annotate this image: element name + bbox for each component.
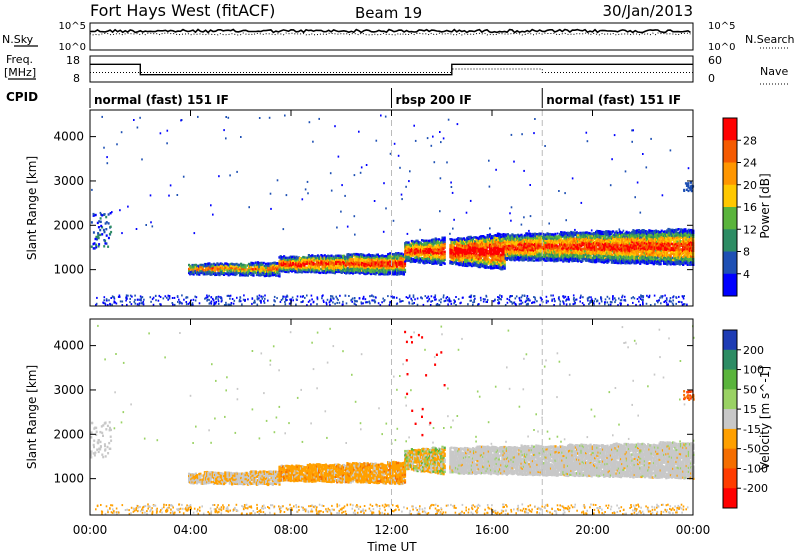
velocity-panel: 1000 2000 3000 4000 Slant Range [km] bbox=[25, 318, 695, 516]
noise-right-tick-bottom: 10^0 bbox=[708, 42, 735, 53]
nave-tick-top: 60 bbox=[708, 54, 722, 67]
velocity-colorbar: 200 100 50 15 -15 -50 -100 -200 Velocity [m s^-… bbox=[722, 329, 772, 509]
colorbar-swatch bbox=[723, 389, 737, 410]
cpid-segment-label: rbsp 200 IF bbox=[396, 93, 472, 107]
nave-tick-bottom: 0 bbox=[708, 72, 715, 85]
x-tick-label: 04:00 bbox=[173, 523, 208, 537]
y-tick-label: 3000 bbox=[53, 383, 84, 397]
power-panel: 1000 2000 3000 4000 Slant Range [km] bbox=[25, 109, 695, 307]
x-tick-label: 16:00 bbox=[475, 523, 510, 537]
cpid-segment-label: normal (fast) 151 IF bbox=[94, 93, 229, 107]
y-tick-label: 2000 bbox=[53, 218, 84, 232]
colorbar-swatch bbox=[723, 118, 737, 141]
date-label: 30/Jan/2013 bbox=[603, 2, 694, 20]
noise-left-tick-top: 10^5 bbox=[59, 21, 86, 32]
colorbar-swatch bbox=[723, 448, 737, 469]
colorbar-swatch bbox=[723, 184, 737, 208]
colorbar-swatch bbox=[723, 488, 737, 509]
noise-panel: N.Sky 10^5 10^0 10^5 10^0 N.Search bbox=[2, 21, 795, 53]
freq-label-line1: Freq. bbox=[6, 53, 33, 66]
freq-tick-bottom: 8 bbox=[73, 72, 80, 85]
colorbar-swatch bbox=[723, 140, 737, 163]
colorbar-tick-label: 16 bbox=[743, 201, 757, 214]
time-axis: 00:00 04:00 08:00 12:00 16:00 20:00 00:00 bbox=[73, 110, 711, 537]
colorbar-swatch bbox=[723, 468, 737, 489]
power-colorbar: 28 24 20 16 12 8 4 Power [dB] bbox=[722, 117, 772, 297]
colorbar-swatch bbox=[723, 207, 737, 230]
colorbar-tick-label: -50 bbox=[743, 443, 761, 456]
frequency-panel: Freq. [MHz] 18 8 60 0 Nave bbox=[4, 53, 790, 85]
x-tick-label: 00:00 bbox=[73, 523, 108, 537]
velocity-colorbar-label: Velocity [m s^-1] bbox=[758, 366, 772, 470]
y-tick-label: 4000 bbox=[53, 339, 84, 353]
colorbar-swatch bbox=[723, 229, 737, 252]
colorbar-swatch bbox=[723, 409, 737, 430]
time-axis-label: Time UT bbox=[366, 540, 417, 554]
colorbar-tick-label: -15 bbox=[743, 423, 761, 436]
velocity-ylabel: Slant Range [km] bbox=[25, 365, 39, 469]
colorbar-swatch bbox=[723, 162, 737, 186]
colorbar-swatch bbox=[723, 273, 737, 297]
colorbar-tick-label: 100 bbox=[743, 364, 764, 377]
noise-sky-line bbox=[89, 28, 691, 34]
radar-title: Fort Hays West (fitACF) bbox=[90, 1, 275, 20]
colorbar-tick-label: -200 bbox=[743, 482, 768, 495]
noise-left-tick-bottom: 10^0 bbox=[59, 42, 86, 53]
y-tick-label: 4000 bbox=[53, 130, 84, 144]
cpid-label: CPID bbox=[6, 90, 38, 104]
cpid-segment-label: normal (fast) 151 IF bbox=[546, 93, 681, 107]
colorbar-tick-label: 200 bbox=[743, 344, 764, 357]
cpid-strip: CPID normal (fast) 151 IF rbsp 200 IF norm… bbox=[6, 88, 681, 108]
colorbar-swatch bbox=[723, 428, 737, 450]
x-tick-label: 20:00 bbox=[575, 523, 610, 537]
y-tick-label: 2000 bbox=[53, 427, 84, 441]
nave-line bbox=[90, 68, 693, 73]
x-tick-label: 00:00 bbox=[676, 523, 711, 537]
x-tick-label: 08:00 bbox=[274, 523, 309, 537]
colorbar-tick-label: 24 bbox=[743, 157, 757, 170]
colorbar-tick-label: -100 bbox=[743, 462, 768, 475]
nave-label: Nave bbox=[760, 65, 788, 78]
colorbar-tick-label: 8 bbox=[743, 246, 750, 259]
y-tick-label: 1000 bbox=[53, 263, 84, 277]
y-tick-label: 1000 bbox=[53, 472, 84, 486]
beam-label: Beam 19 bbox=[355, 4, 422, 22]
colorbar-tick-label: 20 bbox=[743, 179, 757, 192]
frequency-line bbox=[90, 63, 693, 76]
power-ylabel: Slant Range [km] bbox=[25, 156, 39, 260]
freq-tick-top: 18 bbox=[66, 54, 80, 67]
noise-right-tick-top: 10^5 bbox=[708, 21, 735, 32]
colorbar-swatch bbox=[723, 349, 737, 371]
colorbar-tick-label: 4 bbox=[743, 268, 750, 281]
x-tick-label: 12:00 bbox=[374, 523, 409, 537]
colorbar-tick-label: 50 bbox=[743, 383, 757, 396]
colorbar-tick-label: 12 bbox=[743, 223, 757, 236]
colorbar-swatch bbox=[723, 330, 737, 351]
y-tick-label: 3000 bbox=[53, 174, 84, 188]
nsearch-label: N.Search bbox=[745, 33, 795, 46]
noise-search-line bbox=[89, 32, 691, 36]
colorbar-swatch bbox=[723, 369, 737, 390]
power-colorbar-label: Power [dB] bbox=[758, 173, 772, 238]
colorbar-tick-label: 15 bbox=[743, 403, 757, 416]
colorbar-swatch bbox=[723, 251, 737, 275]
nsky-label: N.Sky bbox=[2, 33, 34, 46]
freq-label-line2: [MHz] bbox=[4, 66, 36, 79]
colorbar-tick-label: 28 bbox=[743, 134, 757, 147]
